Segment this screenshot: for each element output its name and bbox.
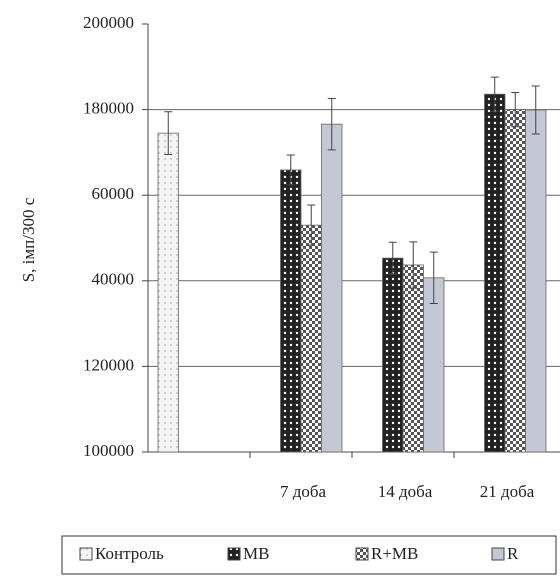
bar	[382, 257, 404, 453]
legend-label: МВ	[243, 544, 269, 563]
x-tick-label: 21 доба	[480, 482, 535, 501]
legend-swatch	[79, 547, 93, 561]
error-bar	[511, 91, 520, 128]
error-bar	[409, 241, 418, 289]
error-bar	[490, 76, 499, 112]
legend-swatch	[355, 547, 369, 561]
legend-label: R	[507, 544, 519, 563]
y-tick-label: 180000	[83, 99, 134, 118]
legend-box	[61, 535, 557, 575]
bar	[402, 264, 424, 453]
x-tick-label: 14 доба	[378, 482, 433, 501]
y-tick-label: 40000	[92, 270, 135, 289]
y-axis-label: S, імп/300 с	[19, 197, 38, 282]
bar	[300, 224, 322, 453]
error-bar	[286, 154, 295, 186]
y-tick-label: 100000	[83, 441, 134, 460]
y-tick-label: 120000	[83, 355, 134, 374]
legend-label: R+МВ	[371, 544, 418, 563]
error-bar	[164, 111, 173, 156]
bar	[525, 109, 547, 453]
error-bar	[429, 251, 438, 304]
bar	[321, 123, 343, 453]
bar	[157, 132, 179, 453]
error-bar	[531, 85, 540, 135]
error-bar	[388, 241, 397, 275]
legend-label: Контроль	[95, 544, 164, 563]
error-bar	[327, 97, 336, 151]
x-tick-label: 7 доба	[280, 482, 327, 501]
y-tick-label: 200000	[83, 13, 134, 32]
bar	[280, 169, 302, 453]
legend-swatch	[227, 547, 241, 561]
bar	[504, 109, 526, 453]
bar	[484, 93, 506, 453]
error-bar	[307, 204, 316, 246]
y-tick-label: 60000	[92, 184, 135, 203]
legend-swatch	[491, 547, 505, 561]
